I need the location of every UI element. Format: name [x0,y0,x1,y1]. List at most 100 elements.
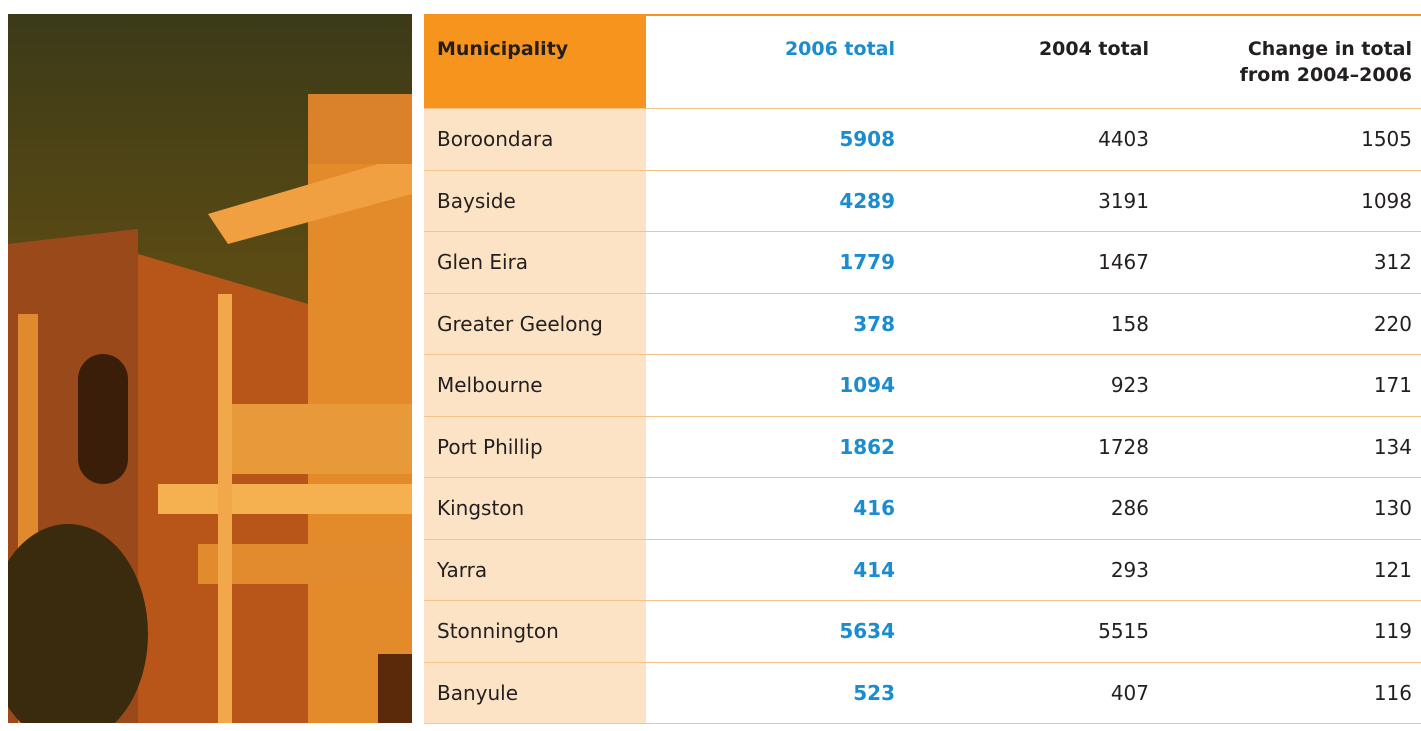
table-cell: 286 [905,478,1158,539]
cell-value: 1779 [839,250,895,274]
table-row: Stonnington 5634 5515 119 [424,601,1421,663]
table-cell: Boroondara [424,109,646,170]
table-row: Glen Eira 1779 1467 312 [424,232,1421,294]
table-cell: 119 [1158,601,1421,662]
municipality-name: Stonnington [437,619,559,643]
table-cell: 4403 [905,109,1158,170]
cell-value: 116 [1374,681,1412,705]
cell-value: 171 [1374,373,1412,397]
data-table: Municipality 2006 total 2004 total Chang… [424,14,1421,724]
page: {"table": { "header": ["Municipality", "… [0,0,1421,731]
table-cell: Banyule [424,663,646,724]
building-photo [8,14,412,723]
table-cell: 523 [646,663,905,724]
cell-value: 130 [1374,496,1412,520]
cell-value: 286 [1111,496,1149,520]
table-cell: 134 [1158,417,1421,478]
cell-value: 4403 [1098,127,1149,151]
table-row: Yarra 414 293 121 [424,540,1421,602]
municipality-name: Melbourne [437,373,543,397]
table-cell: 4289 [646,171,905,232]
cell-value: 1862 [839,435,895,459]
table-cell: 121 [1158,540,1421,601]
table-cell: 416 [646,478,905,539]
cell-value: 923 [1111,373,1149,397]
table-cell: 923 [905,355,1158,416]
table-row: Greater Geelong 378 158 220 [424,294,1421,356]
table-cell: Melbourne [424,355,646,416]
cell-value: 1098 [1361,189,1412,213]
header-cell: Municipality [424,16,646,108]
table-row: Melbourne 1094 923 171 [424,355,1421,417]
cell-value: 220 [1374,312,1412,336]
table-row: Port Phillip 1862 1728 134 [424,417,1421,479]
table-cell: 1728 [905,417,1158,478]
table-cell: Stonnington [424,601,646,662]
header-text: 2004 total [1039,36,1149,62]
cell-value: 119 [1374,619,1412,643]
table-cell: 116 [1158,663,1421,724]
municipality-name: Bayside [437,189,516,213]
table-cell: Yarra [424,540,646,601]
table-cell: Glen Eira [424,232,646,293]
table-cell: 171 [1158,355,1421,416]
header-cell: 2006 total [646,16,905,108]
table-cell: Port Phillip [424,417,646,478]
table-cell: Kingston [424,478,646,539]
table-row: Bayside 4289 3191 1098 [424,171,1421,233]
table-cell: 158 [905,294,1158,355]
cell-value: 5634 [839,619,895,643]
cell-value: 1094 [839,373,895,397]
cell-value: 5908 [839,127,895,151]
cell-value: 1728 [1098,435,1149,459]
table-cell: 5908 [646,109,905,170]
table-row: Banyule 523 407 116 [424,663,1421,725]
table-cell: 3191 [905,171,1158,232]
table-cell: 1098 [1158,171,1421,232]
cell-value: 407 [1111,681,1149,705]
cell-value: 5515 [1098,619,1149,643]
cell-value: 414 [853,558,895,582]
cell-value: 416 [853,496,895,520]
cell-value: 121 [1374,558,1412,582]
municipality-name: Kingston [437,496,524,520]
municipality-name: Banyule [437,681,518,705]
header-text: 2006 total [785,36,895,62]
table-cell: 5515 [905,601,1158,662]
table-cell: 130 [1158,478,1421,539]
cell-value: 523 [853,681,895,705]
header-cell: 2004 total [905,16,1158,108]
cell-value: 378 [853,312,895,336]
header-text: Change in total from 2004–2006 [1237,36,1412,88]
cell-value: 3191 [1098,189,1149,213]
cell-value: 293 [1111,558,1149,582]
table-cell: 1094 [646,355,905,416]
table-cell: 1467 [905,232,1158,293]
municipality-name: Yarra [437,558,487,582]
table-cell: Greater Geelong [424,294,646,355]
municipality-name: Glen Eira [437,250,528,274]
table-cell: 378 [646,294,905,355]
cell-value: 4289 [839,189,895,213]
municipality-name: Boroondara [437,127,553,151]
municipality-name: Greater Geelong [437,312,603,336]
table-row: Boroondara 5908 4403 1505 [424,109,1421,171]
cell-value: 158 [1111,312,1149,336]
header-text: Municipality [437,36,568,62]
header-row: Municipality 2006 total 2004 total Chang… [424,16,1421,109]
header-cell: Change in total from 2004–2006 [1158,16,1421,108]
cell-value: 1505 [1361,127,1412,151]
cell-value: 312 [1374,250,1412,274]
table-cell: 414 [646,540,905,601]
table-cell: 1779 [646,232,905,293]
cell-value: 134 [1374,435,1412,459]
table-row: Kingston 416 286 130 [424,478,1421,540]
table-cell: 220 [1158,294,1421,355]
cell-value: 1467 [1098,250,1149,274]
table-cell: Bayside [424,171,646,232]
table-cell: 407 [905,663,1158,724]
table-cell: 312 [1158,232,1421,293]
table-cell: 5634 [646,601,905,662]
table-cell: 293 [905,540,1158,601]
table-cell: 1862 [646,417,905,478]
